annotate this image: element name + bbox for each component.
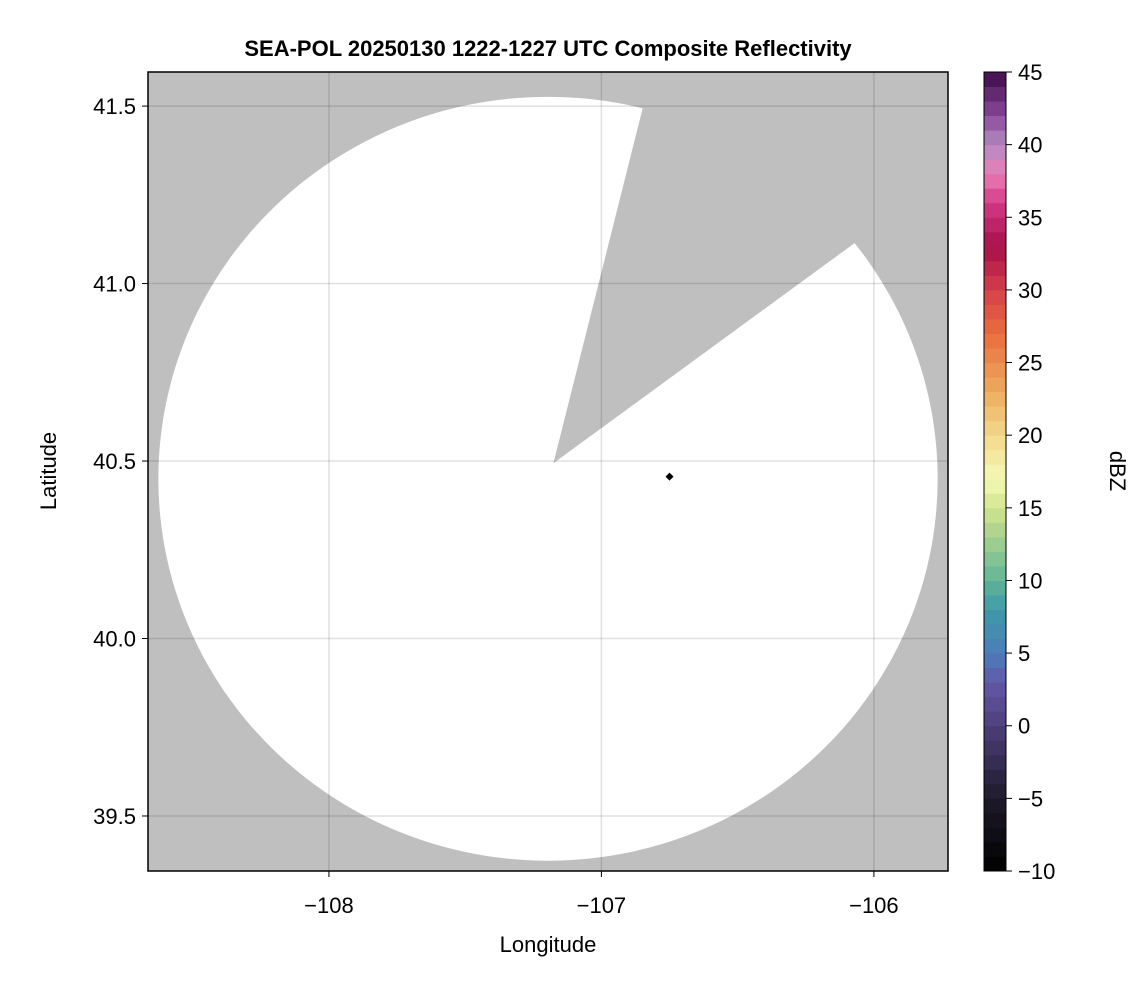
colorbar-label: dBZ (1105, 451, 1130, 491)
colorbar-tick-label: 40 (1018, 133, 1042, 158)
y-tick-label: 41.5 (93, 94, 136, 119)
colorbar-bin (984, 318, 1006, 334)
colorbar-bin (984, 275, 1006, 291)
colorbar-bin (984, 289, 1006, 305)
colorbar-bin (984, 667, 1006, 683)
colorbar-bin (984, 362, 1006, 378)
colorbar-bin (984, 86, 1006, 102)
colorbar-bin (984, 696, 1006, 712)
colorbar-bin (984, 754, 1006, 770)
colorbar-bin (984, 638, 1006, 654)
colorbar-tick-label: 30 (1018, 278, 1042, 303)
colorbar-bin (984, 478, 1006, 494)
colorbar-bin (984, 406, 1006, 422)
colorbar-bin (984, 507, 1006, 523)
colorbar-bin (984, 130, 1006, 146)
colorbar-bin (984, 101, 1006, 117)
x-axis: −108 −107 −106 (304, 871, 899, 918)
colorbar-bin (984, 493, 1006, 509)
y-axis: 39.5 40.0 40.5 41.0 41.5 (93, 94, 148, 829)
colorbar-tick-label: 10 (1018, 568, 1042, 593)
colorbar-bin (984, 260, 1006, 276)
colorbar-bin (984, 783, 1006, 799)
colorbar-bin (984, 464, 1006, 480)
y-tick-label: 40.5 (93, 449, 136, 474)
colorbar-frame (983, 71, 1007, 872)
colorbar-bin (984, 72, 1006, 88)
colorbar-bin (984, 624, 1006, 640)
plot-area (148, 72, 948, 871)
colorbar-bin (984, 551, 1006, 567)
colorbar-bin (984, 377, 1006, 393)
colorbar-bin (984, 173, 1006, 189)
colorbar-bin (984, 435, 1006, 451)
y-tick-label: 40.0 (93, 627, 136, 652)
colorbar-bin (984, 769, 1006, 785)
grid (148, 72, 948, 871)
colorbar-bin (984, 144, 1006, 160)
colorbar-bin (984, 856, 1006, 872)
colorbar-bin (984, 594, 1006, 611)
colorbar-bin (984, 725, 1006, 741)
colorbar-bin (984, 522, 1006, 538)
colorbar-bin (984, 812, 1006, 828)
colorbar-tick-label: 25 (1018, 351, 1042, 376)
colorbar-tick-label: −10 (1018, 859, 1055, 884)
colorbar-bin (984, 202, 1006, 218)
colorbar-bin (984, 609, 1006, 625)
colorbar-bin (984, 536, 1006, 552)
colorbar-bin (984, 304, 1006, 320)
plot-frame (147, 71, 949, 872)
y-tick-label: 41.0 (93, 272, 136, 297)
colorbar-tick-label: 0 (1018, 714, 1030, 739)
colorbar-bin (984, 159, 1006, 175)
colorbar-tick-label: −5 (1018, 786, 1043, 811)
colorbar-bin (984, 565, 1006, 581)
colorbar-bin (984, 246, 1006, 262)
y-axis-label: Latitude (36, 432, 61, 510)
colorbar-bin (984, 827, 1006, 843)
colorbar-bin (984, 740, 1006, 756)
colorbar-bin (984, 115, 1006, 131)
colorbar-tick-label: 45 (1018, 60, 1042, 85)
colorbar-bin (984, 333, 1006, 349)
x-axis-label: Longitude (500, 932, 597, 957)
colorbar-tick-label: 15 (1018, 496, 1042, 521)
colorbar-tick-label: 35 (1018, 205, 1042, 230)
x-tick-label: −106 (849, 893, 899, 918)
colorbar-bin (984, 348, 1006, 364)
colorbar-bin (984, 682, 1006, 698)
blocked-sector (553, 72, 948, 464)
colorbar-bin (984, 217, 1006, 233)
x-tick-label: −107 (577, 893, 627, 918)
x-tick-label: −108 (304, 893, 354, 918)
colorbar-bin (984, 711, 1006, 727)
colorbar-bin (984, 580, 1006, 596)
colorbar-bin (984, 653, 1006, 669)
y-tick-label: 39.5 (93, 804, 136, 829)
colorbar-tick-label: 20 (1018, 423, 1042, 448)
colorbar-tick-label: 5 (1018, 641, 1030, 666)
colorbar-bin (984, 420, 1006, 436)
chart-title: SEA-POL 20250130 1222-1227 UTC Composite… (244, 36, 852, 61)
colorbar-bin (984, 798, 1006, 814)
colorbar-bin (984, 231, 1006, 247)
colorbar-bin (984, 188, 1006, 204)
radar-location-marker (665, 472, 674, 481)
colorbar-bin (984, 391, 1006, 407)
colorbar-bin (984, 841, 1006, 857)
colorbar: −10 −5 0 5 10 15 20 25 30 35 40 45 (983, 60, 1055, 884)
colorbar-bin (984, 449, 1006, 465)
